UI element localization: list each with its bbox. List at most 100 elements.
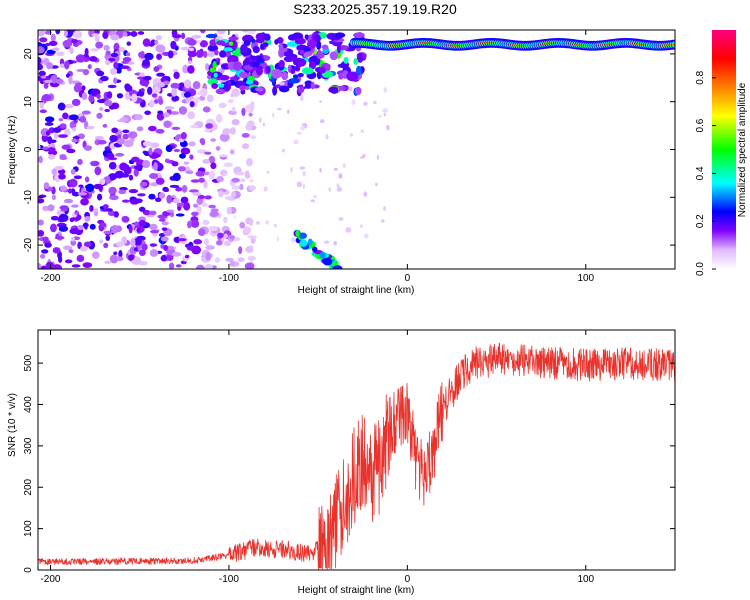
heatmap-cell xyxy=(54,236,65,240)
heatmap-cell xyxy=(39,100,45,109)
heatmap-cell xyxy=(96,112,103,119)
heatmap-cell xyxy=(247,255,256,261)
heatmap-cell xyxy=(41,249,49,254)
heatmap-cell xyxy=(348,86,353,92)
heatmap-cell xyxy=(105,208,113,212)
heatmap-cell xyxy=(71,38,78,44)
heatmap-cell xyxy=(90,160,100,167)
heatmap-cell xyxy=(343,56,349,64)
heatmap-cell xyxy=(110,52,119,58)
snr-y-ticks: 0 100 200 300 400 500 xyxy=(23,354,675,573)
heatmap-cell xyxy=(77,224,85,231)
heatmap-cell xyxy=(38,155,43,164)
heatmap-cell xyxy=(283,55,295,63)
heatmap-cell xyxy=(142,38,151,47)
heatmap-cell xyxy=(304,34,309,40)
heatmap-cell xyxy=(38,198,45,204)
heatmap-cell xyxy=(205,63,210,71)
heatmap-cell xyxy=(173,148,181,153)
heatmap-cell xyxy=(172,198,180,204)
heatmap-cell xyxy=(299,239,308,247)
y-tick-label: 300 xyxy=(23,437,34,454)
heatmap-cell xyxy=(231,191,237,198)
heatmap-cell xyxy=(353,32,365,38)
heatmap-cell xyxy=(193,203,199,208)
heatmap-cell xyxy=(76,254,85,263)
heatmap-cell xyxy=(82,262,93,268)
heatmap-cell xyxy=(245,79,254,85)
heatmap-cell xyxy=(173,71,180,80)
heatmap-cell xyxy=(100,75,109,82)
heatmap-cell xyxy=(113,61,119,69)
heatmap-cell xyxy=(281,71,289,81)
heatmap-cell xyxy=(64,259,73,264)
heatmap-cell xyxy=(134,114,143,121)
heatmap-cell xyxy=(106,91,113,99)
heatmap-cell xyxy=(292,74,299,79)
heatmap-cell xyxy=(360,224,363,228)
heatmap-cell xyxy=(63,198,74,204)
heatmap-cell xyxy=(215,146,221,151)
heatmap-cell xyxy=(256,66,263,76)
heatmap-cell xyxy=(319,100,322,103)
heatmap-cell xyxy=(187,60,193,64)
heatmap-cell xyxy=(363,233,369,239)
heatmap-cell xyxy=(154,39,159,45)
heatmap-cell xyxy=(138,51,145,58)
heatmap-cell xyxy=(117,137,125,145)
heatmap-cell xyxy=(154,197,162,203)
heatmap-cell xyxy=(168,262,175,269)
heatmap-cell xyxy=(214,257,221,263)
heatmap-cell xyxy=(223,162,234,168)
heatmap-cell xyxy=(201,202,209,208)
heatmap-cell xyxy=(113,211,119,218)
heatmap-cell xyxy=(226,206,232,215)
heatmap-cell xyxy=(303,52,310,58)
heatmap-cell xyxy=(40,75,47,79)
heatmap-cell xyxy=(247,30,256,35)
heatmap-cell xyxy=(61,144,71,150)
heatmap-cell xyxy=(73,84,82,93)
heatmap-cell xyxy=(278,48,285,58)
heatmap-cell xyxy=(130,30,138,37)
heatmap-cell xyxy=(290,166,293,173)
heatmap-cell xyxy=(51,47,60,52)
heatmap-cell xyxy=(38,263,42,269)
heatmap-cell xyxy=(72,30,83,39)
heatmap-cell xyxy=(204,264,214,269)
heatmap-cell xyxy=(43,182,50,190)
heatmap-cell xyxy=(325,134,329,140)
heatmap-cell xyxy=(333,241,337,246)
snr-y-axis-label: SNR (10 * v/v) xyxy=(7,393,18,457)
heatmap-cell xyxy=(47,136,53,144)
heatmap-cell xyxy=(91,33,100,37)
heatmap-cell xyxy=(219,133,230,142)
heatmap-cell xyxy=(180,147,191,155)
heatmap-cell xyxy=(274,39,279,45)
heatmap-cell xyxy=(105,235,111,241)
heatmap-cell xyxy=(58,117,64,122)
heatmap-cell xyxy=(151,153,161,158)
heatmap-cell xyxy=(89,205,94,212)
heatmap-cell xyxy=(351,99,356,106)
heatmap-cell xyxy=(58,225,69,232)
heatmap-cell xyxy=(84,47,89,57)
heatmap-cell xyxy=(319,168,322,173)
heatmap-cell xyxy=(195,264,205,269)
heatmap-cell xyxy=(192,81,201,90)
heatmap-cell xyxy=(324,240,330,244)
heatmap-cell xyxy=(218,102,227,109)
heatmap-cell xyxy=(149,229,160,234)
heatmap-cell xyxy=(204,127,212,133)
heatmap-cell xyxy=(175,213,185,217)
y-tick-label: 10 xyxy=(23,96,34,108)
heatmap-cell xyxy=(195,170,206,177)
heatmap-cell xyxy=(110,225,119,234)
heatmap-cell xyxy=(254,55,263,62)
heatmap-cell xyxy=(290,68,296,75)
heatmap-cell xyxy=(266,171,270,174)
heatmap-cell xyxy=(244,262,255,269)
heatmap-cell xyxy=(199,88,208,97)
heatmap-cell xyxy=(239,85,246,91)
